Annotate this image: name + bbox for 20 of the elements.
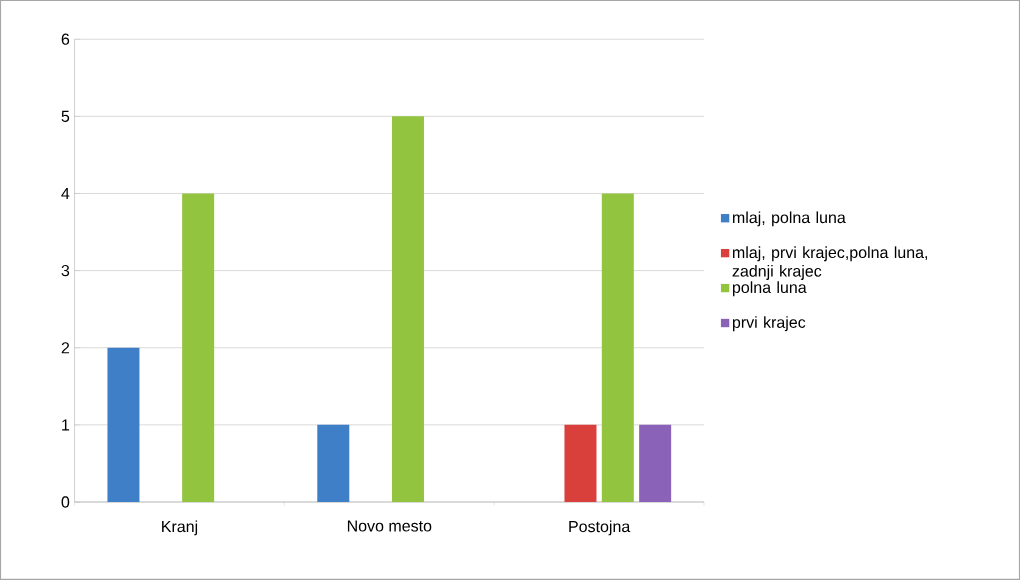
legend-label: polna luna bbox=[732, 281, 807, 297]
y-tick-label: 4 bbox=[61, 188, 70, 200]
bar bbox=[601, 193, 634, 503]
legend-label: mlaj, polna luna bbox=[733, 211, 846, 227]
y-tick-label: 5 bbox=[61, 110, 70, 122]
legend-label: prvi krajec bbox=[732, 316, 806, 332]
x-tick-label: Kranj bbox=[162, 520, 198, 536]
bar bbox=[391, 116, 424, 503]
y-tick-label: 0 bbox=[61, 496, 70, 508]
bar bbox=[107, 347, 140, 503]
bar bbox=[564, 424, 597, 503]
y-tick-label: 3 bbox=[61, 265, 70, 277]
x-tick-label: Postojna bbox=[569, 520, 631, 536]
y-tick-label: 1 bbox=[62, 419, 70, 431]
y-tick-label: 2 bbox=[61, 342, 70, 354]
bar bbox=[639, 424, 672, 503]
bar bbox=[182, 193, 215, 503]
bar bbox=[317, 424, 350, 503]
x-tick-label: Novo mesto bbox=[347, 520, 432, 532]
y-tick-label: 6 bbox=[61, 33, 70, 45]
